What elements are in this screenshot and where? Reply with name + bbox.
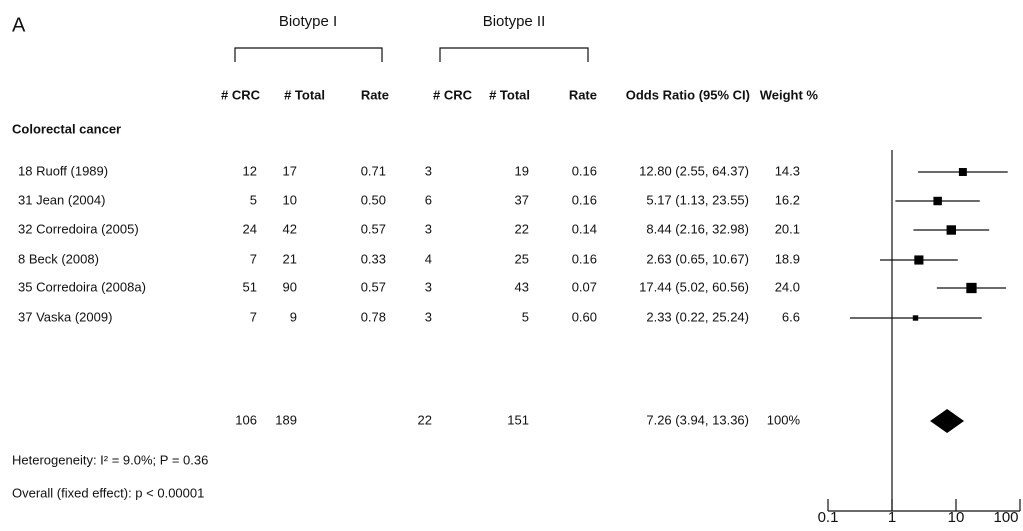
column-header: # Total	[489, 87, 530, 102]
column-header: Weight %	[760, 87, 819, 102]
cell: 0.71	[361, 163, 386, 178]
pooled-diamond	[930, 409, 965, 433]
cell: 5.17 (1.13, 23.55)	[646, 192, 749, 207]
cell: 21	[283, 251, 297, 266]
cell: 0.57	[361, 221, 386, 236]
cell: 7	[250, 309, 257, 324]
group-bracket	[439, 47, 589, 62]
cell: 6	[425, 192, 432, 207]
total-cell: 189	[275, 412, 297, 427]
cell: 17	[283, 163, 297, 178]
cell: 17.44 (5.02, 60.56)	[639, 279, 749, 294]
cell: 0.07	[572, 279, 597, 294]
cell: 8.44 (2.16, 32.98)	[646, 221, 749, 236]
column-header: # CRC	[221, 87, 261, 102]
total-cell: 106	[235, 412, 257, 427]
study-label: 37 Vaska (2009)	[18, 309, 112, 324]
total-cell: 22	[418, 412, 432, 427]
cell: 10	[283, 192, 297, 207]
cell: 90	[283, 279, 297, 294]
cell: 3	[425, 309, 432, 324]
section-label: Colorectal cancer	[12, 121, 121, 136]
cell: 6.6	[782, 309, 800, 324]
cell: 2.63 (0.65, 10.67)	[646, 251, 749, 266]
column-header: # Total	[284, 87, 325, 102]
note: Heterogeneity: I² = 9.0%; P = 0.36	[12, 452, 208, 467]
cell: 43	[515, 279, 529, 294]
estimate-marker	[966, 282, 977, 294]
cell: 18.9	[775, 251, 800, 266]
x-tick-label: 0.1	[818, 509, 839, 526]
note: Overall (fixed effect): p < 0.00001	[12, 485, 204, 500]
cell: 0.33	[361, 251, 386, 266]
cell: 24.0	[775, 279, 800, 294]
group-header: Biotype I	[279, 13, 337, 30]
cell: 0.50	[361, 192, 386, 207]
cell: 24	[243, 221, 257, 236]
cell: 3	[425, 279, 432, 294]
x-tick-label: 10	[948, 509, 965, 526]
column-header: Rate	[569, 87, 597, 102]
total-cell: 7.26 (3.94, 13.36)	[646, 412, 749, 427]
cell: 2.33 (0.22, 25.24)	[646, 309, 749, 324]
total-cell: 151	[507, 412, 529, 427]
cell: 37	[515, 192, 529, 207]
cell: 5	[522, 309, 529, 324]
group-bracket	[234, 47, 383, 62]
cell: 12	[243, 163, 257, 178]
cell: 51	[243, 279, 257, 294]
cell: 0.16	[572, 163, 597, 178]
cell: 42	[283, 221, 297, 236]
cell: 14.3	[775, 163, 800, 178]
cell: 0.57	[361, 279, 386, 294]
cell: 3	[425, 163, 432, 178]
cell: 25	[515, 251, 529, 266]
estimate-marker	[914, 255, 924, 265]
study-label: 32 Corredoira (2005)	[18, 221, 139, 236]
estimate-marker	[933, 196, 942, 206]
group-header: Biotype II	[483, 13, 546, 30]
cell: 22	[515, 221, 529, 236]
cell: 16.2	[775, 192, 800, 207]
study-label: 31 Jean (2004)	[18, 192, 105, 207]
study-label: 18 Ruoff (1989)	[18, 163, 108, 178]
cell: 0.60	[572, 309, 597, 324]
cell: 0.16	[572, 251, 597, 266]
cell: 0.78	[361, 309, 386, 324]
column-header: # CRC	[433, 87, 473, 102]
estimate-marker	[946, 225, 956, 235]
cell: 7	[250, 251, 257, 266]
estimate-marker	[958, 168, 967, 176]
panel-label: A	[12, 14, 26, 36]
column-header: Odds Ratio (95% CI)	[626, 87, 750, 102]
total-cell: 100%	[767, 412, 801, 427]
cell: 0.14	[572, 221, 597, 236]
x-tick-label: 100	[993, 509, 1018, 526]
cell: 9	[290, 309, 297, 324]
cell: 20.1	[775, 221, 800, 236]
cell: 3	[425, 221, 432, 236]
cell: 4	[425, 251, 432, 266]
cell: 19	[515, 163, 529, 178]
x-tick-label: 1	[888, 509, 896, 526]
cell: 5	[250, 192, 257, 207]
estimate-marker	[912, 315, 919, 321]
study-label: 8 Beck (2008)	[18, 251, 99, 266]
study-label: 35 Corredoira (2008a)	[18, 279, 146, 294]
column-header: Rate	[361, 87, 389, 102]
cell: 0.16	[572, 192, 597, 207]
cell: 12.80 (2.55, 64.37)	[639, 163, 749, 178]
